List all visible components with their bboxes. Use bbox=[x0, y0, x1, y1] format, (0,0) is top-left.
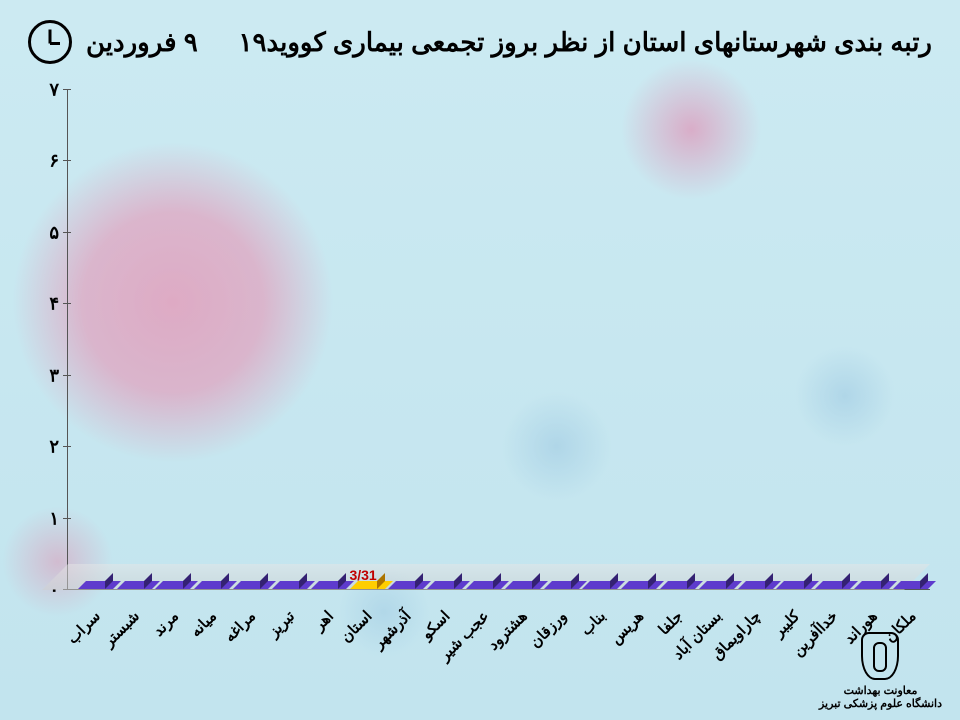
footer-line-1: معاونت بهداشت bbox=[819, 684, 942, 697]
clock-icon bbox=[28, 20, 72, 64]
report-date: ۹ فروردین bbox=[86, 27, 198, 58]
y-axis-label: ۷ bbox=[49, 80, 59, 101]
chart: ۰۱۲۳۴۵۶۷ سرابشبسترمرندمیانهمراغهتبریزاهر… bbox=[40, 90, 930, 590]
y-axis-label: ۵ bbox=[49, 222, 59, 243]
footer-line-2: دانشگاه علوم پزشکی تبریز bbox=[819, 697, 942, 710]
y-axis-label: ۲ bbox=[49, 437, 59, 458]
bars-container: سرابشبسترمرندمیانهمراغهتبریزاهر3/31استان… bbox=[68, 90, 930, 589]
y-axis-label: ۴ bbox=[49, 294, 59, 315]
y-axis-label: ۳ bbox=[49, 365, 59, 386]
y-axis-label: ۶ bbox=[49, 151, 59, 172]
plot-area: سرابشبسترمرندمیانهمراغهتبریزاهر3/31استان… bbox=[68, 90, 930, 590]
university-logo-icon bbox=[861, 632, 899, 680]
header: رتبه بندی شهرستانهای استان از نظر بروز ت… bbox=[0, 20, 960, 64]
y-axis: ۰۱۲۳۴۵۶۷ bbox=[40, 90, 68, 590]
footer-credit: معاونت بهداشت دانشگاه علوم پزشکی تبریز bbox=[819, 632, 942, 710]
bar-value-label: 3/31 bbox=[349, 567, 376, 583]
y-axis-label: ۱ bbox=[49, 508, 59, 529]
page-title: رتبه بندی شهرستانهای استان از نظر بروز ت… bbox=[198, 27, 932, 58]
